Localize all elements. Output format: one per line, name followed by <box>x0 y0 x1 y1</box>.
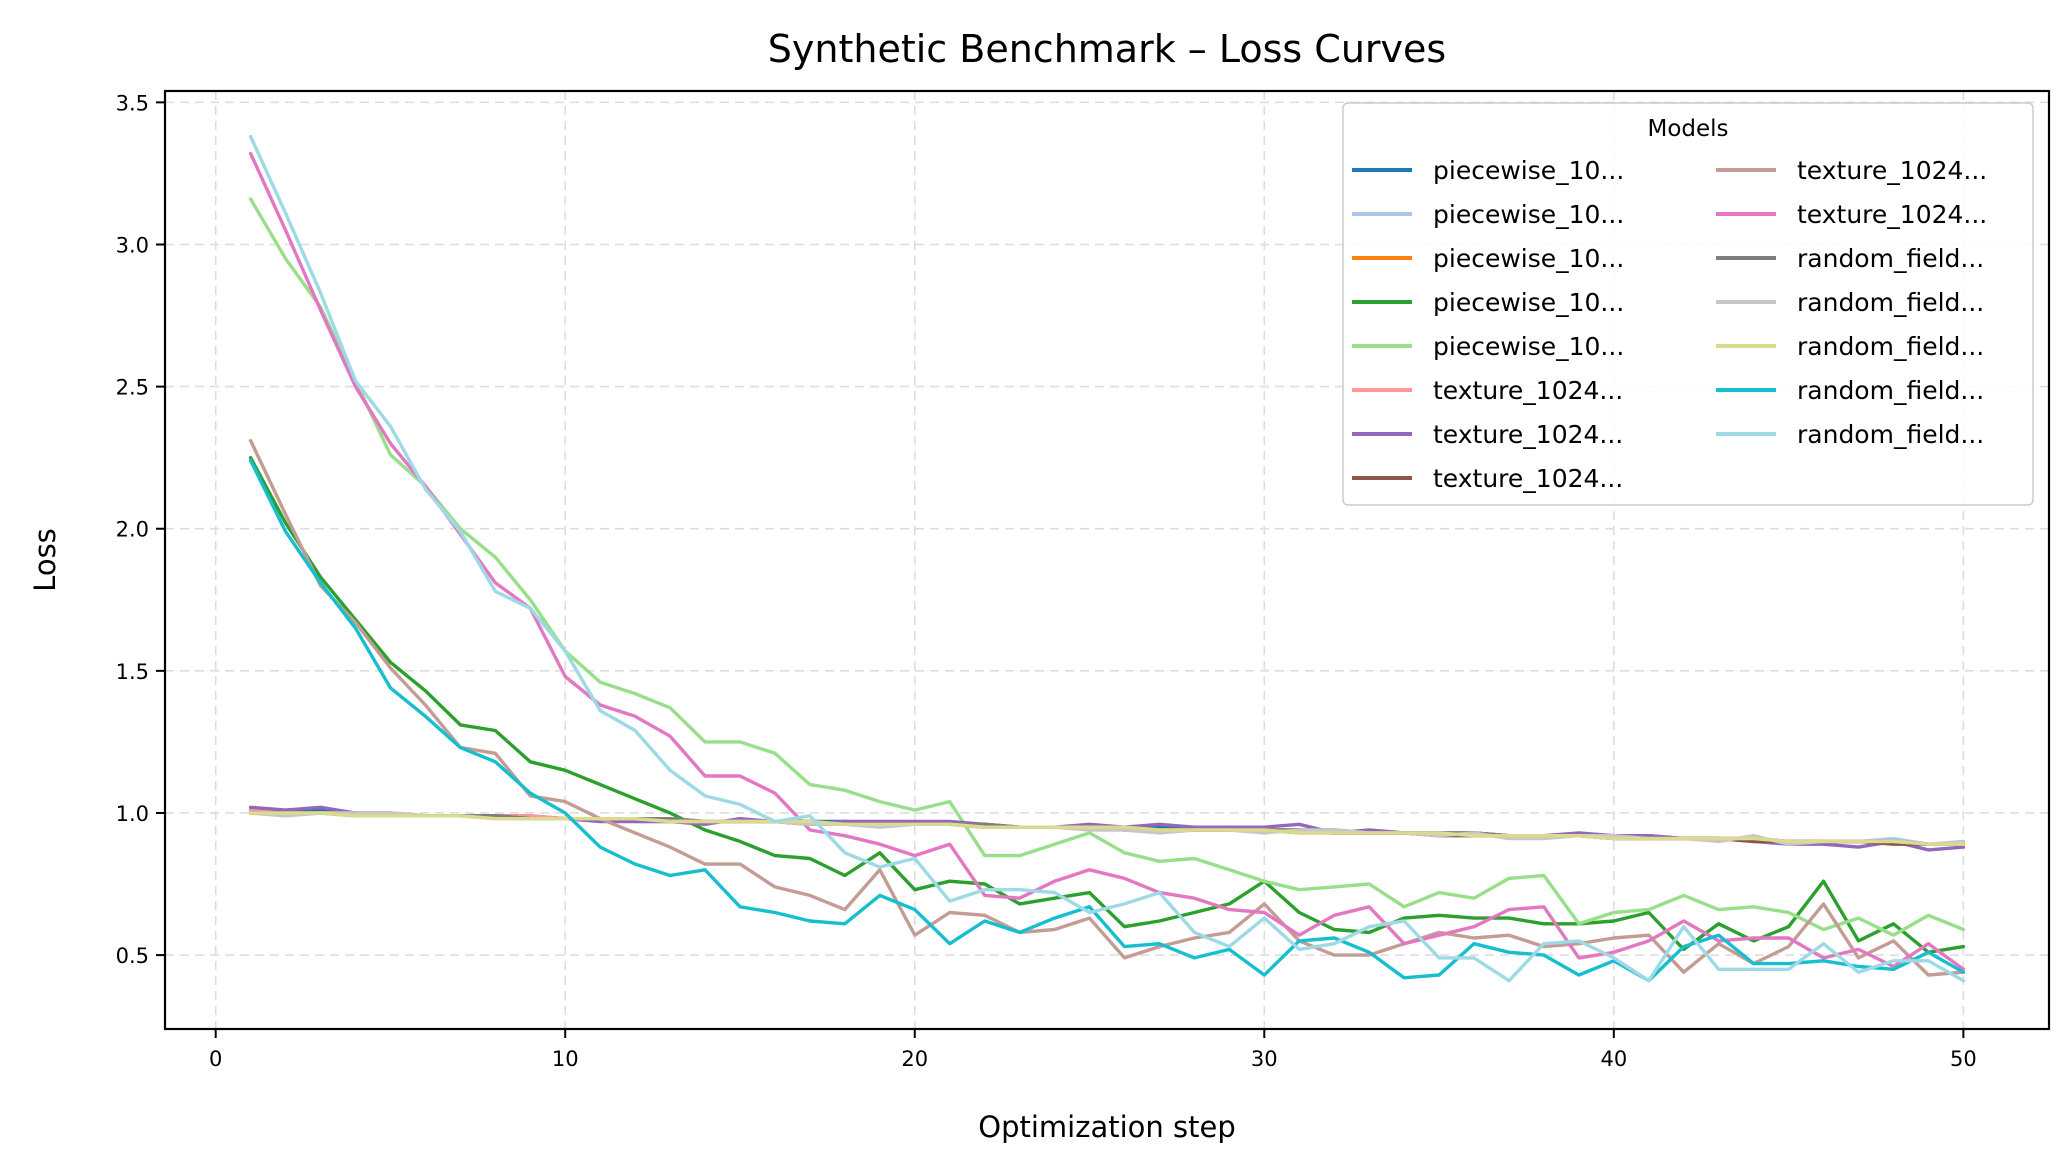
legend-label: texture_1024... <box>1433 376 1623 405</box>
legend-entry: piecewise_10... <box>1352 156 1624 185</box>
grid <box>165 91 2049 1029</box>
series-line-15 <box>248 134 1966 983</box>
legend-entry: texture_1024... <box>1716 156 1987 185</box>
x-tick-label: 20 <box>901 1047 928 1071</box>
legend-label: random_field... <box>1797 332 1984 361</box>
legend-entry: random_field... <box>1716 288 1984 317</box>
legend-label: texture_1024... <box>1433 464 1623 493</box>
legend-items: piecewise_10... piecewise_10... piecewise_… <box>1352 156 1987 493</box>
x-tick-label: 10 <box>552 1047 579 1071</box>
legend-entry: texture_1024... <box>1352 376 1623 405</box>
legend-entry: random_field... <box>1716 420 1984 449</box>
legend-label: piecewise_10... <box>1433 200 1624 229</box>
legend-label: random_field... <box>1797 376 1984 405</box>
plot-frame <box>163 89 2051 1031</box>
legend-entry: texture_1024... <box>1352 420 1623 449</box>
legend-label: random_field... <box>1797 288 1984 317</box>
y-tick-label: 3.0 <box>116 233 149 257</box>
legend: Models piecewise_10...piecewise_10...pie… <box>1342 102 2034 506</box>
legend-box <box>1342 102 2034 506</box>
legend-label: random_field... <box>1797 244 1984 273</box>
series-lines <box>248 134 1966 983</box>
legend-entry: piecewise_10... <box>1352 200 1624 229</box>
series-line-14 <box>248 458 1966 983</box>
legend-entry: piecewise_10... <box>1352 332 1624 361</box>
y-tick-label: 2.5 <box>116 376 149 400</box>
y-tick-label: 0.5 <box>116 944 149 968</box>
x-tick-label: 40 <box>1600 1047 1627 1071</box>
legend-entry: random_field... <box>1716 244 1984 273</box>
legend-entry: texture_1024... <box>1716 200 1987 229</box>
x-tick-label: 0 <box>209 1047 222 1071</box>
legend-label: piecewise_10... <box>1433 332 1624 361</box>
y-tick-label: 1.5 <box>116 660 149 684</box>
series-line-13 <box>248 811 1966 846</box>
x-axis-label: Optimization step <box>978 1110 1235 1144</box>
series-line-10 <box>248 151 1966 971</box>
axis-ticks: 0 10 20 30 40 50 0.5 1.0 1.5 2.0 2.5 3.0 3.5 <box>116 91 1977 1071</box>
y-tick-label: 3.5 <box>116 91 149 115</box>
x-tick-label: 30 <box>1251 1047 1278 1071</box>
chart-title: Synthetic Benchmark – Loss Curves <box>768 27 1446 71</box>
legend-label: texture_1024... <box>1433 420 1623 449</box>
legend-entry: piecewise_10... <box>1352 288 1624 317</box>
legend-label: piecewise_10... <box>1433 244 1624 273</box>
series-line-5 <box>248 197 1966 937</box>
y-axis-label: Loss <box>28 528 62 592</box>
legend-label: texture_1024... <box>1797 200 1987 229</box>
legend-label: texture_1024... <box>1797 156 1987 185</box>
y-tick-label: 1.0 <box>116 802 149 826</box>
legend-entry: random_field... <box>1716 332 1984 361</box>
legend-entry: piecewise_10... <box>1352 244 1624 273</box>
legend-label: random_field... <box>1797 420 1984 449</box>
legend-entry: random_field... <box>1716 376 1984 405</box>
y-tick-label: 2.0 <box>116 518 149 542</box>
x-tick-label: 50 <box>1950 1047 1977 1071</box>
legend-label: piecewise_10... <box>1433 156 1624 185</box>
legend-label: piecewise_10... <box>1433 288 1624 317</box>
legend-title: Models <box>1647 116 1728 142</box>
legend-entry: texture_1024... <box>1352 464 1623 493</box>
